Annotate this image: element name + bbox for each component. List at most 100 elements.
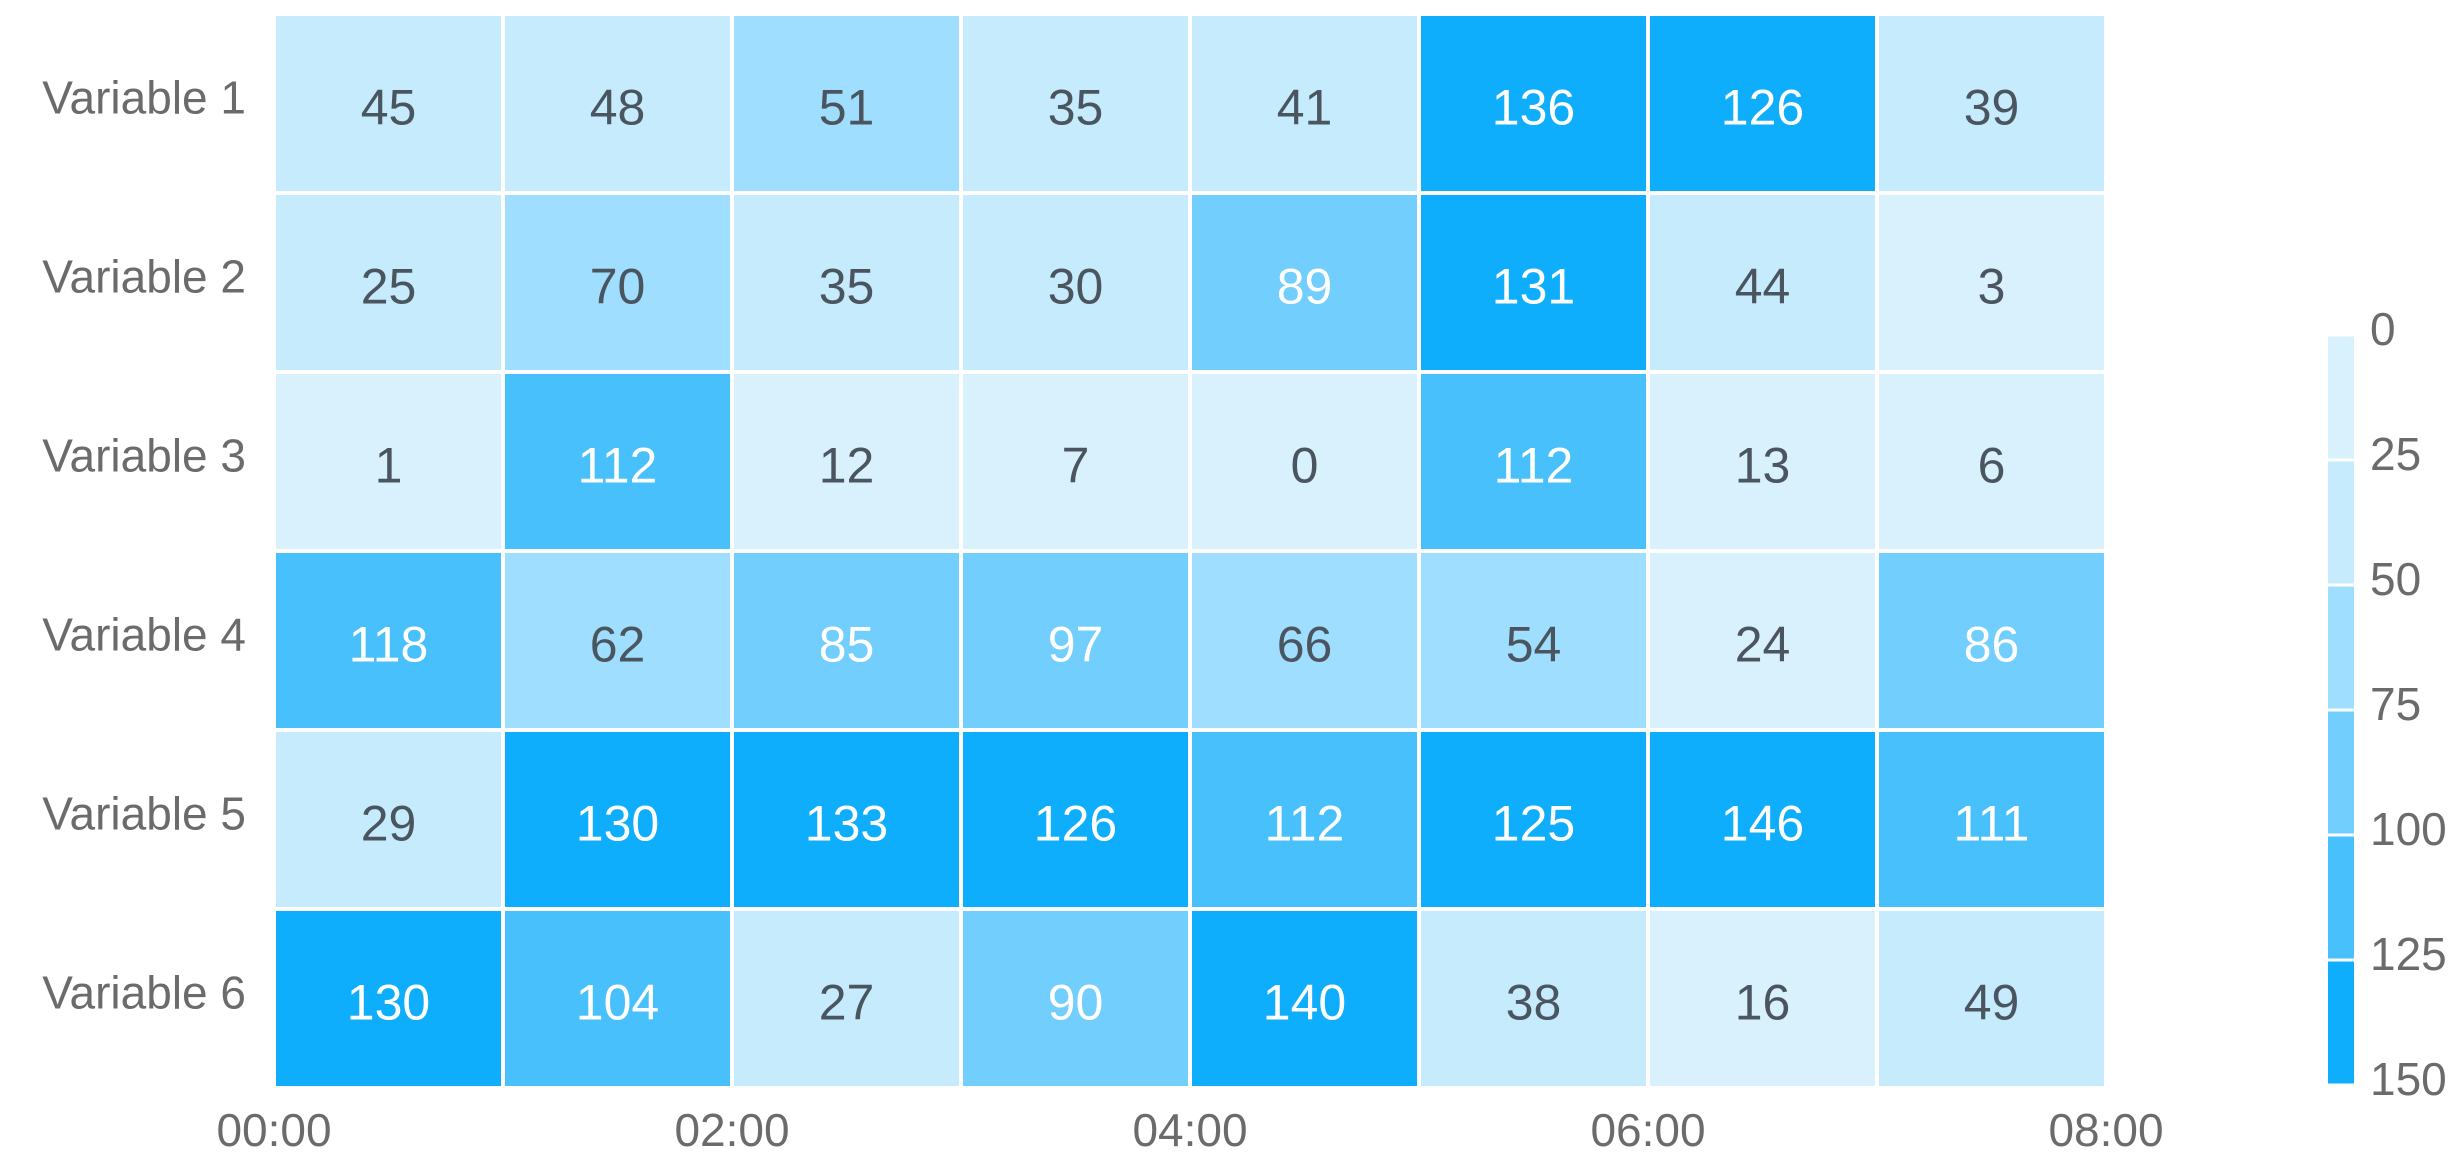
cell-value-label: 62 <box>590 617 646 673</box>
cell-value-label: 48 <box>590 80 646 136</box>
cell-value-label: 44 <box>1735 259 1791 315</box>
cell-value-label: 125 <box>1492 796 1575 852</box>
heatmap-cell <box>1875 907 2108 1090</box>
heatmap-cell <box>959 191 1192 374</box>
heatmap-cell <box>272 370 505 553</box>
heatmap-cell <box>501 907 734 1090</box>
heatmap-cell <box>1875 370 2108 553</box>
cell-value-label: 0 <box>1291 438 1319 494</box>
heatmap-cell <box>730 12 963 195</box>
cell-value-label: 118 <box>349 617 429 673</box>
colorbar-segment <box>2328 335 2354 460</box>
cell-value-label: 24 <box>1735 617 1791 673</box>
cell-value-label: 30 <box>1048 259 1104 315</box>
heatmap-cell <box>1188 907 1421 1090</box>
cell-value-label: 146 <box>1721 796 1804 852</box>
heatmap-cell <box>959 549 1192 732</box>
heatmap-cell <box>1875 191 2108 374</box>
cell-value-label: 140 <box>1263 975 1346 1031</box>
cell-value-label: 12 <box>819 438 875 494</box>
cell-value-label: 16 <box>1735 975 1791 1031</box>
heatmap-cell <box>1417 191 1650 374</box>
x-tick-label: 08:00 <box>2048 1104 2163 1156</box>
cell-value-label: 130 <box>576 796 659 852</box>
heatmap-cell <box>1646 907 1879 1090</box>
x-tick-label: 04:00 <box>1132 1104 1247 1156</box>
cell-value-label: 112 <box>1494 438 1574 494</box>
colorbar-tick-label: 100 <box>2370 803 2447 855</box>
cell-value-label: 6 <box>1978 438 2006 494</box>
colorbar-segment <box>2328 710 2354 835</box>
heatmap-cell <box>1188 728 1421 911</box>
heatmap-cell <box>959 728 1192 911</box>
heatmap-cell <box>1188 549 1421 732</box>
colorbar-tick-label: 75 <box>2370 678 2421 730</box>
cell-value-label: 130 <box>347 975 430 1031</box>
cell-value-label: 133 <box>805 796 888 852</box>
x-tick-label: 02:00 <box>674 1104 789 1156</box>
heatmap-cell <box>501 191 734 374</box>
cell-value-label: 29 <box>361 796 417 852</box>
colorbar-segment <box>2328 835 2354 960</box>
colorbar-segment <box>2328 585 2354 710</box>
cell-value-label: 89 <box>1277 259 1333 315</box>
cell-value-label: 27 <box>819 975 875 1031</box>
row-label: Variable 1 <box>42 72 246 124</box>
cell-value-label: 85 <box>819 617 875 673</box>
cell-value-label: 136 <box>1492 80 1575 136</box>
cell-value-label: 112 <box>1265 796 1345 852</box>
x-axis-ticks: 00:00 02:00 04:00 06:00 08:00 <box>216 1104 2163 1156</box>
colorbar: 0 25 50 75 100 125 150 <box>2328 303 2447 1105</box>
colorbar-segment <box>2328 960 2354 1085</box>
heatmap-cell <box>1417 907 1650 1090</box>
x-tick-label: 00:00 <box>216 1104 331 1156</box>
heatmap-cell <box>1646 370 1879 553</box>
heatmap-cell <box>501 370 734 553</box>
heatmap-cell <box>501 12 734 195</box>
cell-value-label: 54 <box>1506 617 1562 673</box>
cell-value-label: 126 <box>1721 80 1804 136</box>
cell-value-label: 7 <box>1062 438 1090 494</box>
cell-value-label: 70 <box>590 259 646 315</box>
cell-value-label: 35 <box>819 259 875 315</box>
heatmap-cell <box>1417 370 1650 553</box>
cell-value-label: 111 <box>1953 796 2029 852</box>
cell-value-label: 131 <box>1492 259 1575 315</box>
cell-value-label: 112 <box>578 438 658 494</box>
colorbar-tick-label: 125 <box>2370 928 2447 980</box>
cell-value-label: 97 <box>1048 617 1104 673</box>
colorbar-tick-label: 150 <box>2370 1053 2447 1105</box>
colorbar-tick-label: 25 <box>2370 428 2421 480</box>
heatmap-cell <box>1646 549 1879 732</box>
cell-value-label: 86 <box>1964 617 2020 673</box>
heatmap-cell <box>730 370 963 553</box>
row-label: Variable 6 <box>42 967 246 1019</box>
colorbar-tick-label: 50 <box>2370 553 2421 605</box>
heatmap-cell <box>1188 370 1421 553</box>
cell-value-label: 41 <box>1277 80 1333 136</box>
colorbar-tick-label: 0 <box>2370 303 2396 355</box>
cell-value-label: 35 <box>1048 80 1104 136</box>
x-tick-label: 06:00 <box>1590 1104 1705 1156</box>
cell-value-label: 66 <box>1277 617 1333 673</box>
heatmap-cell <box>272 907 505 1090</box>
heatmap-cell <box>1417 12 1650 195</box>
heatmap-cell <box>272 12 505 195</box>
row-label: Variable 3 <box>42 430 246 482</box>
heatmap-cell <box>959 370 1192 553</box>
heatmap-cell <box>730 907 963 1090</box>
row-label: Variable 5 <box>42 788 246 840</box>
cell-value-label: 45 <box>361 80 417 136</box>
cell-value-label: 3 <box>1978 259 2006 315</box>
cell-value-label: 25 <box>361 259 417 315</box>
colorbar-segment <box>2328 460 2354 585</box>
cell-value-label: 51 <box>819 80 875 136</box>
cell-value-label: 39 <box>1964 80 2020 136</box>
heatmap-cell <box>1646 728 1879 911</box>
cell-value-label: 49 <box>1964 975 2020 1031</box>
cell-value-label: 38 <box>1506 975 1562 1031</box>
row-label: Variable 2 <box>42 251 246 303</box>
cell-value-label: 1 <box>375 438 403 494</box>
